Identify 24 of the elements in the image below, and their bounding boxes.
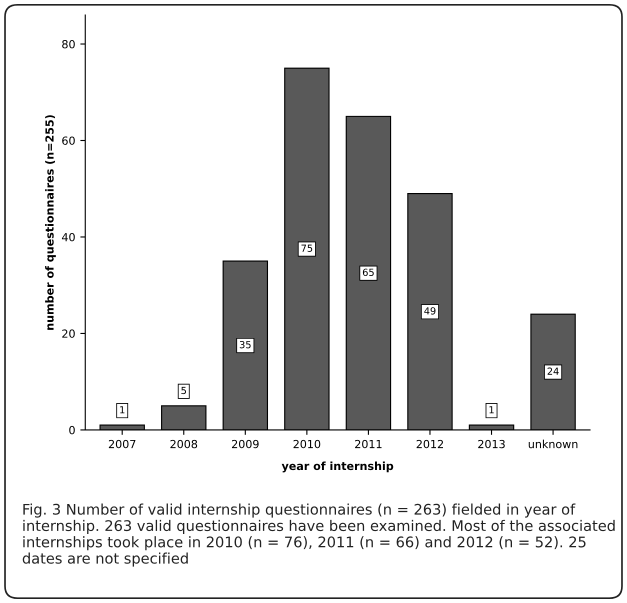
y-tick-label: 0: [69, 426, 75, 434]
data-label: 1: [120, 406, 124, 414]
data-label: 1: [489, 406, 494, 414]
x-tick-label: unknown: [528, 440, 578, 448]
y-tick-label: 40: [62, 232, 75, 242]
y-tick-label: 60: [62, 136, 75, 145]
x-tick-label: 2010: [294, 440, 320, 448]
data-label: 35: [240, 340, 251, 348]
x-tick-label: 2013: [478, 440, 505, 448]
x-tick-label: 2008: [170, 440, 198, 448]
caption: Fig. 3 Number of valid internship questionnaires (n = 263) fielded in year of internship. 263 valid questionnaires have been examined. Most of the associated internships took place in 2010 (n = 76), 2011 (n = 66) and 2012 (n = 52). 25 dates are not specified: [22, 504, 615, 567]
x-tick-label: 2007: [108, 440, 136, 448]
x-tick-label: 2011: [355, 440, 382, 448]
data-label: 49: [424, 307, 436, 315]
data-label: 24: [548, 368, 559, 375]
x-tick-label: 2012: [416, 440, 443, 448]
data-label: 65: [362, 268, 374, 276]
x-axis-title: year of internship: [282, 462, 394, 472]
x-tick-label: 2009: [232, 440, 259, 448]
y-tick-label: 20: [62, 329, 75, 338]
data-label: 75: [301, 244, 312, 252]
y-tick-label: 80: [62, 40, 75, 48]
data-label: 5: [181, 386, 186, 394]
y-axis-title: number of questionnaires (n=255): [45, 115, 56, 330]
